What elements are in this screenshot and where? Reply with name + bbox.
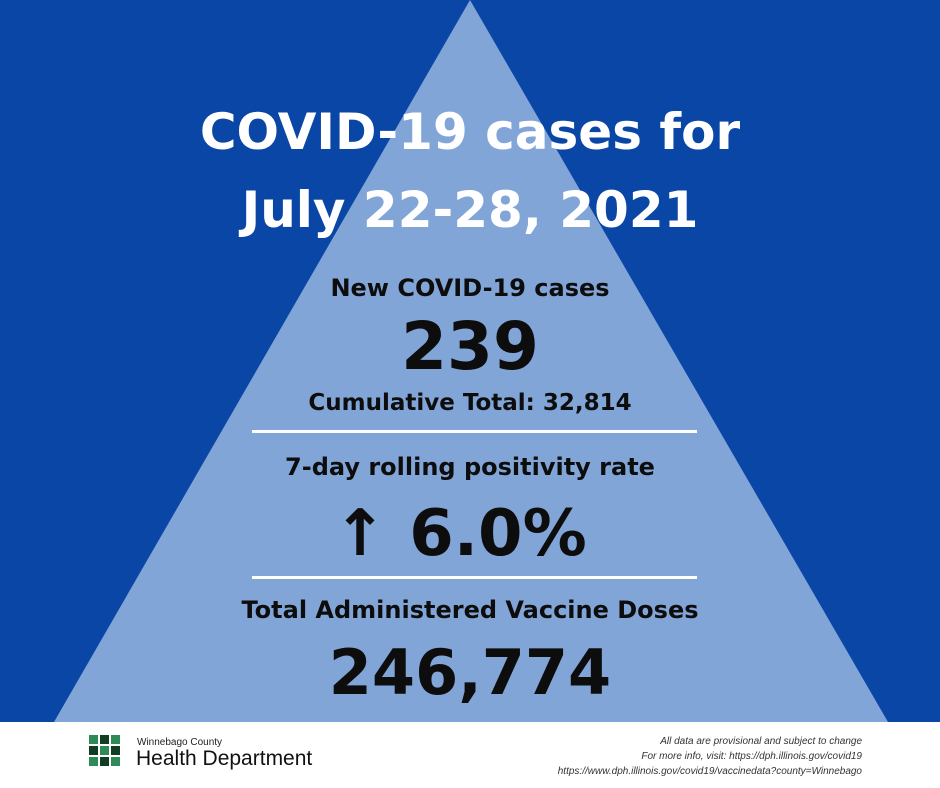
vaccine-label: Total Administered Vaccine Doses bbox=[241, 596, 699, 624]
vaccine-value: 246,774 bbox=[328, 636, 612, 709]
vaccine-data-link[interactable]: https://www.dph.illinois.gov/covid19/vac… bbox=[557, 766, 862, 777]
footer-bar bbox=[0, 722, 940, 788]
title-line-2: July 22-28, 2021 bbox=[241, 181, 699, 239]
new-cases-label: New COVID-19 cases bbox=[330, 274, 610, 302]
more-info-link[interactable]: For more info, visit: https://dph.illino… bbox=[641, 751, 862, 762]
title-line-1: COVID-19 cases for bbox=[199, 103, 741, 161]
org-department-name: Health Department bbox=[136, 747, 313, 770]
cumulative-total: Cumulative Total: 32,814 bbox=[308, 390, 632, 416]
new-cases-value: 239 bbox=[401, 308, 539, 385]
positivity-value: ↑ 6.0% bbox=[333, 497, 587, 571]
org-county-name: Winnebago County bbox=[137, 737, 223, 748]
disclaimer-text: All data are provisional and subject to … bbox=[660, 736, 862, 747]
divider-1 bbox=[252, 430, 697, 433]
divider-2 bbox=[252, 576, 697, 579]
health-department-logo-icon bbox=[89, 735, 120, 766]
pyramid-shape bbox=[54, 0, 888, 722]
positivity-label: 7-day rolling positivity rate bbox=[285, 453, 655, 481]
